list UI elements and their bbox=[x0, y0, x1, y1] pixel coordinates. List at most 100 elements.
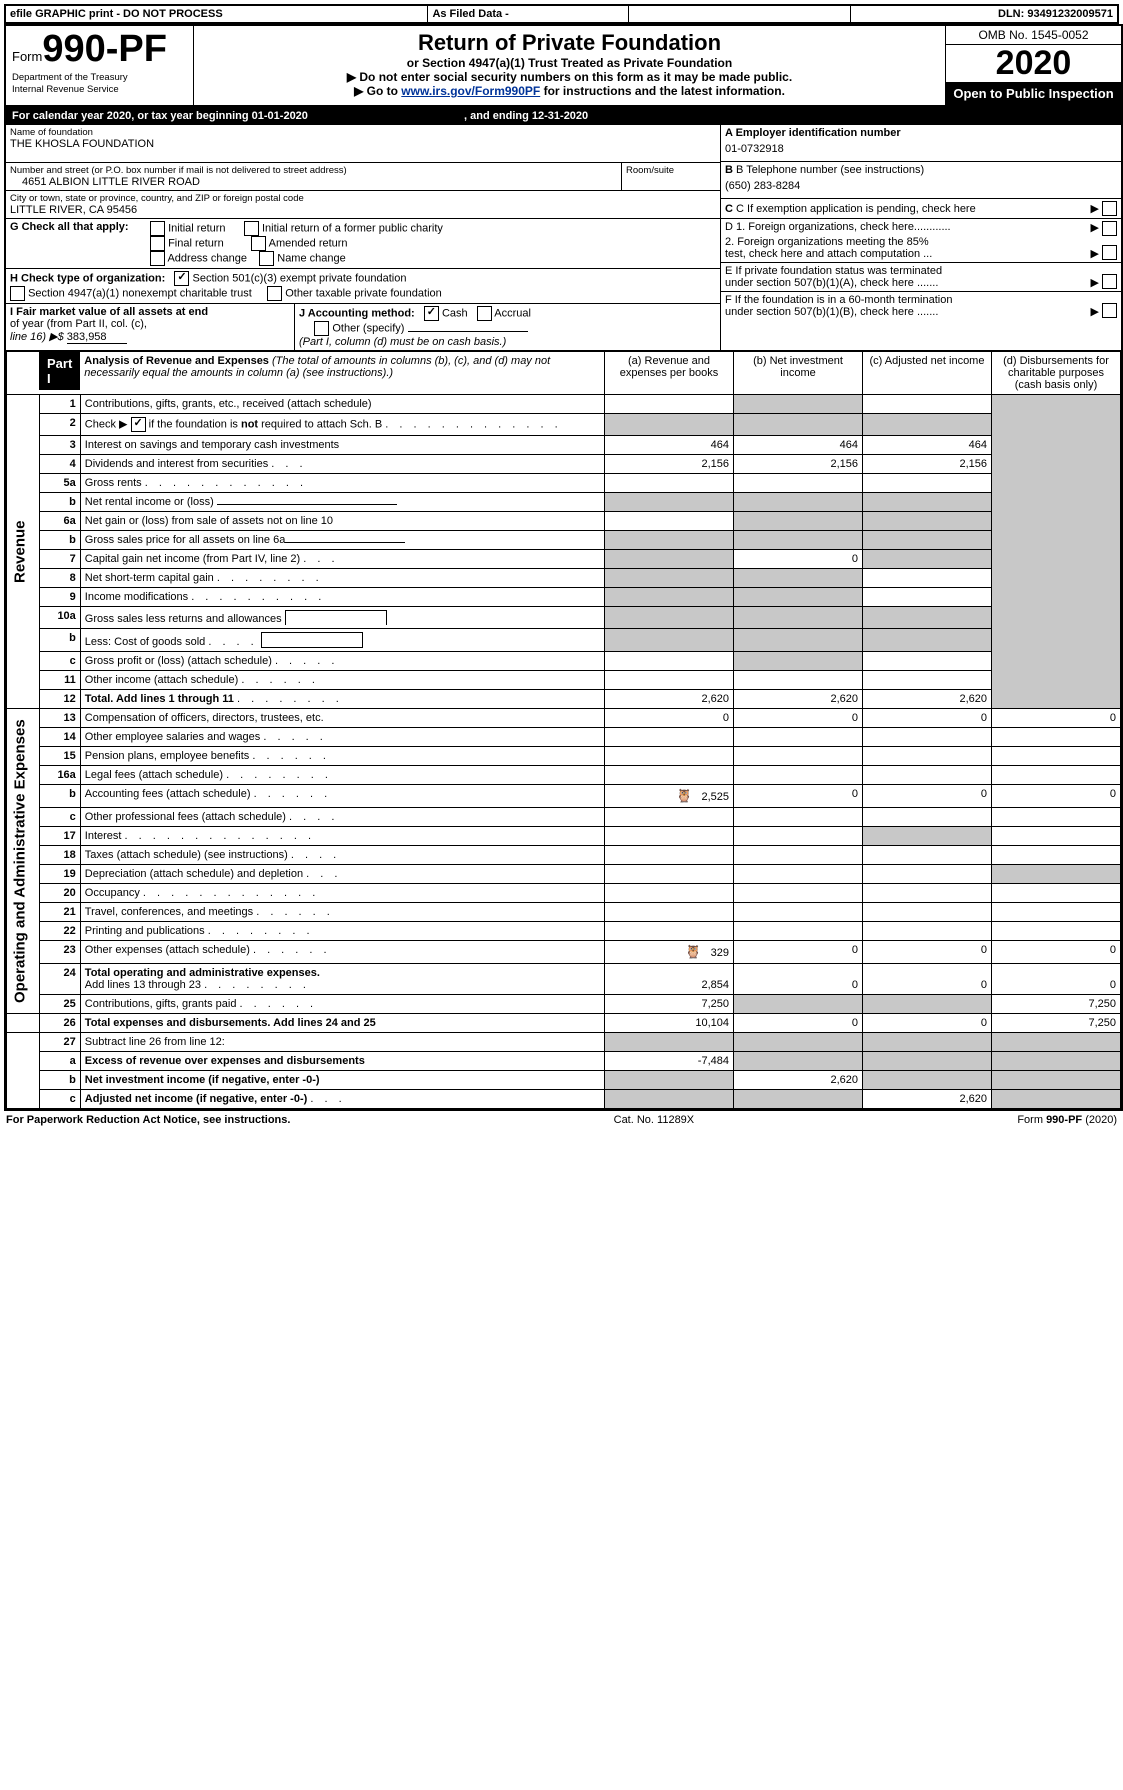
box-d2b-label: test, check here and attach computation … bbox=[725, 248, 1090, 260]
room-label: Room/suite bbox=[626, 165, 716, 176]
addr-label: Number and street (or P.O. box number if… bbox=[10, 165, 617, 176]
chk-address-change[interactable] bbox=[150, 251, 165, 266]
col-d-header: (d) Disbursements for charitable purpose… bbox=[992, 351, 1121, 395]
chk-status-terminated[interactable] bbox=[1102, 274, 1117, 289]
fmv-value: 383,958 bbox=[67, 331, 127, 344]
foundation-name: THE KHOSLA FOUNDATION bbox=[10, 138, 716, 150]
l10c-desc: Gross profit or (loss) (attach schedule) bbox=[85, 655, 272, 667]
l12-b: 2,620 bbox=[734, 690, 863, 709]
l27-desc: Subtract line 26 from line 12: bbox=[80, 1033, 604, 1052]
l16c-desc: Other professional fees (attach schedule… bbox=[85, 811, 286, 823]
street-address: 4651 ALBION LITTLE RIVER ROAD bbox=[10, 176, 617, 188]
l13-a: 0 bbox=[605, 709, 734, 728]
chk-foreign-org[interactable] bbox=[1102, 221, 1117, 236]
lbl-other-method: Other (specify) bbox=[332, 323, 404, 335]
l13-c: 0 bbox=[863, 709, 992, 728]
as-filed-banner: As Filed Data - bbox=[428, 5, 628, 23]
chk-60month-term[interactable] bbox=[1102, 303, 1117, 318]
form-prefix: Form bbox=[12, 49, 42, 64]
period-end: 12-31-2020 bbox=[532, 110, 588, 122]
l6a-desc: Net gain or (loss) from sale of assets n… bbox=[80, 512, 604, 531]
period-mid: , and ending bbox=[464, 110, 532, 122]
chk-amended-return[interactable] bbox=[251, 236, 266, 251]
efile-banner: efile GRAPHIC print - DO NOT PROCESS bbox=[5, 5, 428, 23]
l4-c: 2,156 bbox=[863, 455, 992, 474]
l12-c: 2,620 bbox=[863, 690, 992, 709]
chk-501c3[interactable]: ✓ bbox=[174, 271, 189, 286]
box-d2a-label: 2. Foreign organizations meeting the 85% bbox=[725, 236, 1090, 248]
l24b-c: 0 bbox=[863, 964, 992, 995]
l17-desc: Interest bbox=[85, 830, 122, 842]
box-i-label2: of year (from Part II, col. (c), bbox=[10, 318, 147, 330]
dln-banner: DLN: 93491232009571 bbox=[851, 5, 1118, 23]
footer-mid: Cat. No. 11289X bbox=[614, 1114, 695, 1126]
box-c-label: C If exemption application is pending, c… bbox=[736, 203, 976, 215]
period-begin: For calendar year 2020, or tax year begi… bbox=[12, 110, 308, 122]
attach-icon-23[interactable]: 🦉 bbox=[685, 944, 701, 959]
goto-suffix: for instructions and the latest informat… bbox=[540, 84, 785, 98]
l25-desc: Contributions, gifts, grants paid bbox=[85, 998, 237, 1010]
part1-title: Analysis of Revenue and Expenses bbox=[84, 355, 269, 367]
box-i-label3: line 16) ▶$ bbox=[10, 331, 67, 343]
l12-a: 2,620 bbox=[605, 690, 734, 709]
chk-cash[interactable]: ✓ bbox=[424, 306, 439, 321]
l4-a: 2,156 bbox=[605, 455, 734, 474]
l23-desc: Other expenses (attach schedule) bbox=[85, 944, 250, 956]
box-f1-label: F If the foundation is in a 60-month ter… bbox=[725, 294, 1090, 306]
lbl-accrual: Accrual bbox=[494, 308, 531, 320]
l16a-desc: Legal fees (attach schedule) bbox=[85, 769, 223, 781]
l3-b: 464 bbox=[734, 436, 863, 455]
l3-a: 464 bbox=[605, 436, 734, 455]
l24b-desc: Add lines 13 through 23 bbox=[85, 979, 201, 991]
form-title: Return of Private Foundation bbox=[198, 30, 941, 56]
col-a-header: (a) Revenue and expenses per books bbox=[605, 351, 734, 395]
ein-value: 01-0732918 bbox=[725, 139, 1117, 159]
chk-final-return[interactable] bbox=[150, 236, 165, 251]
l18-desc: Taxes (attach schedule) (see instruction… bbox=[85, 849, 288, 861]
chk-name-change[interactable] bbox=[259, 251, 274, 266]
box-e1-label: E If private foundation status was termi… bbox=[725, 265, 1090, 277]
l10a-desc: Gross sales less returns and allowances bbox=[85, 613, 282, 625]
l24b-b: 0 bbox=[734, 964, 863, 995]
chk-initial-former[interactable] bbox=[244, 221, 259, 236]
l21-desc: Travel, conferences, and meetings bbox=[85, 906, 253, 918]
l11-desc: Other income (attach schedule) bbox=[85, 674, 238, 686]
chk-other-taxable[interactable] bbox=[267, 286, 282, 301]
chk-accrual[interactable] bbox=[477, 306, 492, 321]
lbl-cash: Cash bbox=[442, 308, 468, 320]
l13-desc: Compensation of officers, directors, tru… bbox=[80, 709, 604, 728]
chk-exemption-pending[interactable] bbox=[1102, 201, 1117, 216]
l4-desc: Dividends and interest from securities bbox=[85, 458, 268, 470]
l3-desc: Interest on savings and temporary cash i… bbox=[80, 436, 604, 455]
ssn-warning: ▶ Do not enter social security numbers o… bbox=[198, 70, 941, 84]
chk-initial-return[interactable] bbox=[150, 221, 165, 236]
name-label: Name of foundation bbox=[10, 127, 716, 138]
irs-link[interactable]: www.irs.gov/Form990PF bbox=[401, 84, 540, 98]
l13-d: 0 bbox=[992, 709, 1121, 728]
chk-other-method[interactable] bbox=[314, 321, 329, 336]
l22-desc: Printing and publications bbox=[85, 925, 205, 937]
lbl-amended-return: Amended return bbox=[269, 238, 348, 250]
l5b-desc: Net rental income or (loss) bbox=[85, 496, 214, 508]
phone-label-text: B Telephone number (see instructions) bbox=[736, 164, 924, 176]
l7-b: 0 bbox=[734, 550, 863, 569]
l16b-a: 2,525 bbox=[701, 791, 729, 803]
l26-b: 0 bbox=[734, 1014, 863, 1033]
box-j-label: J Accounting method: bbox=[299, 308, 415, 320]
l3-c: 464 bbox=[863, 436, 992, 455]
attach-icon-16b[interactable]: 🦉 bbox=[676, 788, 692, 803]
phone-value: (650) 283-8284 bbox=[725, 176, 1117, 196]
chk-85pct-test[interactable] bbox=[1102, 245, 1117, 260]
l26-desc: Total expenses and disbursements. Add li… bbox=[80, 1014, 604, 1033]
box-f2-label: under section 507(b)(1)(B), check here .… bbox=[725, 306, 1090, 318]
opexp-side-label: Operating and Administrative Expenses bbox=[7, 709, 40, 1014]
l15-desc: Pension plans, employee benefits bbox=[85, 750, 250, 762]
chk-4947[interactable] bbox=[10, 286, 25, 301]
l24-desc: Total operating and administrative expen… bbox=[85, 967, 600, 979]
form-number: 990-PF bbox=[42, 28, 167, 70]
box-j-note: (Part I, column (d) must be on cash basi… bbox=[299, 336, 506, 348]
l16b-b: 0 bbox=[734, 785, 863, 808]
lbl-501c3: Section 501(c)(3) exempt private foundat… bbox=[192, 273, 406, 285]
l16b-c: 0 bbox=[863, 785, 992, 808]
box-g-label: G Check all that apply: bbox=[10, 221, 150, 266]
